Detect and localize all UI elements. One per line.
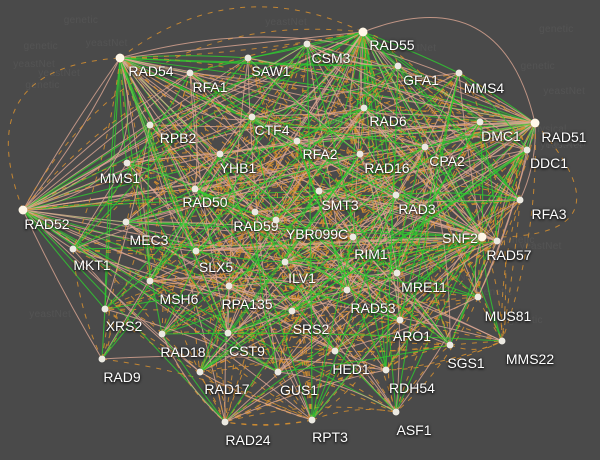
graph-node-rad52[interactable]	[18, 205, 28, 215]
graph-node-csm3[interactable]	[303, 40, 311, 48]
graph-node-rad50[interactable]	[191, 185, 199, 193]
graph-node-rad57[interactable]	[493, 237, 501, 245]
graph-node-snf2[interactable]	[477, 232, 487, 242]
graph-node-rad54[interactable]	[115, 53, 125, 63]
graph-node-hed1[interactable]	[331, 347, 339, 355]
graph-node-rad53[interactable]	[343, 286, 351, 294]
graph-node-rad55[interactable]	[358, 27, 368, 37]
graph-node-srs2[interactable]	[288, 307, 296, 315]
graph-node-gus1[interactable]	[274, 368, 282, 376]
graph-node-msh6[interactable]	[146, 277, 154, 285]
graph-node-saw1[interactable]	[244, 54, 252, 62]
graph-node-yhb1[interactable]	[216, 150, 224, 158]
graph-node-rad18[interactable]	[158, 330, 166, 338]
graph-node-mms22[interactable]	[498, 337, 506, 345]
graph-node-mre11[interactable]	[393, 269, 401, 277]
graph-node-mms4[interactable]	[455, 69, 463, 77]
graph-node-cst9[interactable]	[224, 329, 232, 337]
graph-node-ctf4[interactable]	[248, 113, 256, 121]
graph-node-rad16[interactable]	[356, 150, 364, 158]
graph-node-rad3[interactable]	[392, 191, 400, 199]
graph-node-sgs1[interactable]	[446, 341, 454, 349]
graph-node-rfa3[interactable]	[516, 196, 524, 204]
graph-node-rad9[interactable]	[98, 355, 106, 363]
graph-node-slx5[interactable]	[192, 247, 200, 255]
graph-node-smt3[interactable]	[315, 187, 323, 195]
graph-node-rad59[interactable]	[251, 208, 259, 216]
graph-node-rad6[interactable]	[360, 104, 368, 112]
graph-node-ilv1[interactable]	[281, 258, 289, 266]
graph-node-rfa1[interactable]	[186, 69, 194, 77]
graph-node-asf1[interactable]	[392, 408, 400, 416]
graph-node-rpt3[interactable]	[308, 416, 316, 424]
graph-node-rad17[interactable]	[196, 368, 204, 376]
graph-node-mus81[interactable]	[474, 293, 482, 301]
graph-node-cpa2[interactable]	[421, 143, 429, 151]
graph-node-mms1[interactable]	[123, 159, 131, 167]
graph-node-mkt1[interactable]	[69, 245, 77, 253]
graph-node-rpa135[interactable]	[225, 282, 233, 290]
graph-node-rdh54[interactable]	[382, 366, 390, 374]
graph-node-rad51[interactable]	[530, 118, 540, 128]
graph-node-ddc1[interactable]	[523, 146, 531, 154]
graph-node-aro1[interactable]	[396, 316, 404, 324]
graph-node-dmc1[interactable]	[476, 118, 484, 126]
graph-node-rfa2[interactable]	[293, 137, 301, 145]
graph-node-rim1[interactable]	[349, 233, 357, 241]
graph-node-ybr099c[interactable]	[272, 216, 280, 224]
graph-node-mec3[interactable]	[122, 218, 130, 226]
graph-node-rad24[interactable]	[221, 418, 229, 426]
graph-node-gfa1[interactable]	[394, 62, 402, 70]
graph-node-rpb2[interactable]	[146, 121, 154, 129]
graph-node-xrs2[interactable]	[101, 305, 109, 313]
